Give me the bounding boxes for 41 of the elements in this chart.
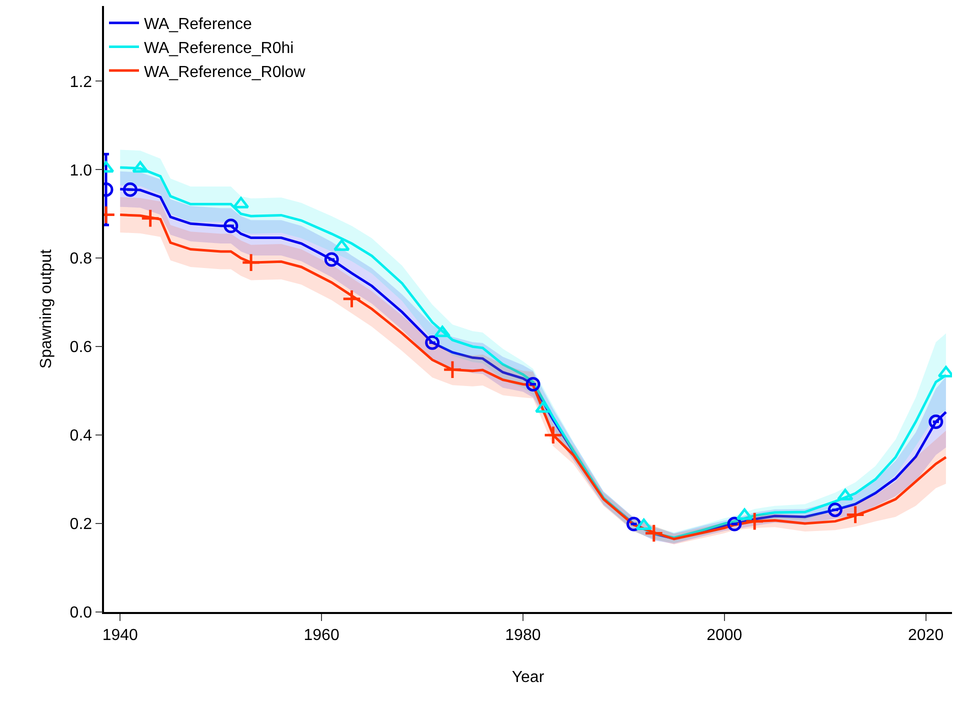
- point: [744, 512, 764, 531]
- y-tick-label: 0.0: [70, 604, 92, 622]
- x-tick-label: 1940: [102, 626, 138, 644]
- y-tick-label: 0.6: [70, 339, 92, 356]
- legend-label: WA_Reference: [144, 16, 252, 34]
- point: [434, 326, 451, 338]
- point: [727, 516, 742, 532]
- point: [324, 252, 339, 267]
- point: [122, 182, 138, 197]
- point: [334, 239, 350, 251]
- point: [526, 376, 540, 392]
- x-tick-label: 1980: [505, 626, 541, 644]
- x-tick-label: 1960: [304, 626, 340, 644]
- legend-label: WA_Reference_R0low: [144, 64, 306, 81]
- y-tick-label: 0.8: [70, 250, 92, 268]
- point: [425, 335, 440, 350]
- point: [232, 196, 250, 208]
- point: [534, 401, 552, 413]
- x-axis-title: Year: [512, 669, 545, 686]
- point: [442, 360, 462, 380]
- point: [224, 218, 238, 234]
- x-tick-label: 2020: [908, 626, 944, 644]
- point: [837, 488, 854, 500]
- x-tick-label: 2000: [706, 626, 742, 644]
- point: [241, 252, 261, 272]
- y-tick-label: 0.4: [70, 428, 92, 445]
- point: [636, 518, 652, 530]
- point: [846, 505, 865, 524]
- point: [544, 425, 563, 445]
- legend-label: WA_Reference_R0hi: [144, 40, 294, 57]
- y-tick-label: 0.2: [70, 516, 92, 534]
- y-tick-label: 1.2: [70, 74, 92, 91]
- point: [342, 289, 362, 308]
- point: [644, 524, 664, 543]
- point: [132, 161, 148, 173]
- point: [928, 414, 944, 430]
- y-tick-label: 1.0: [70, 162, 92, 180]
- point: [140, 208, 160, 228]
- point: [828, 502, 842, 518]
- y-axis-title: Spawning output: [38, 248, 56, 369]
- point: [736, 508, 753, 520]
